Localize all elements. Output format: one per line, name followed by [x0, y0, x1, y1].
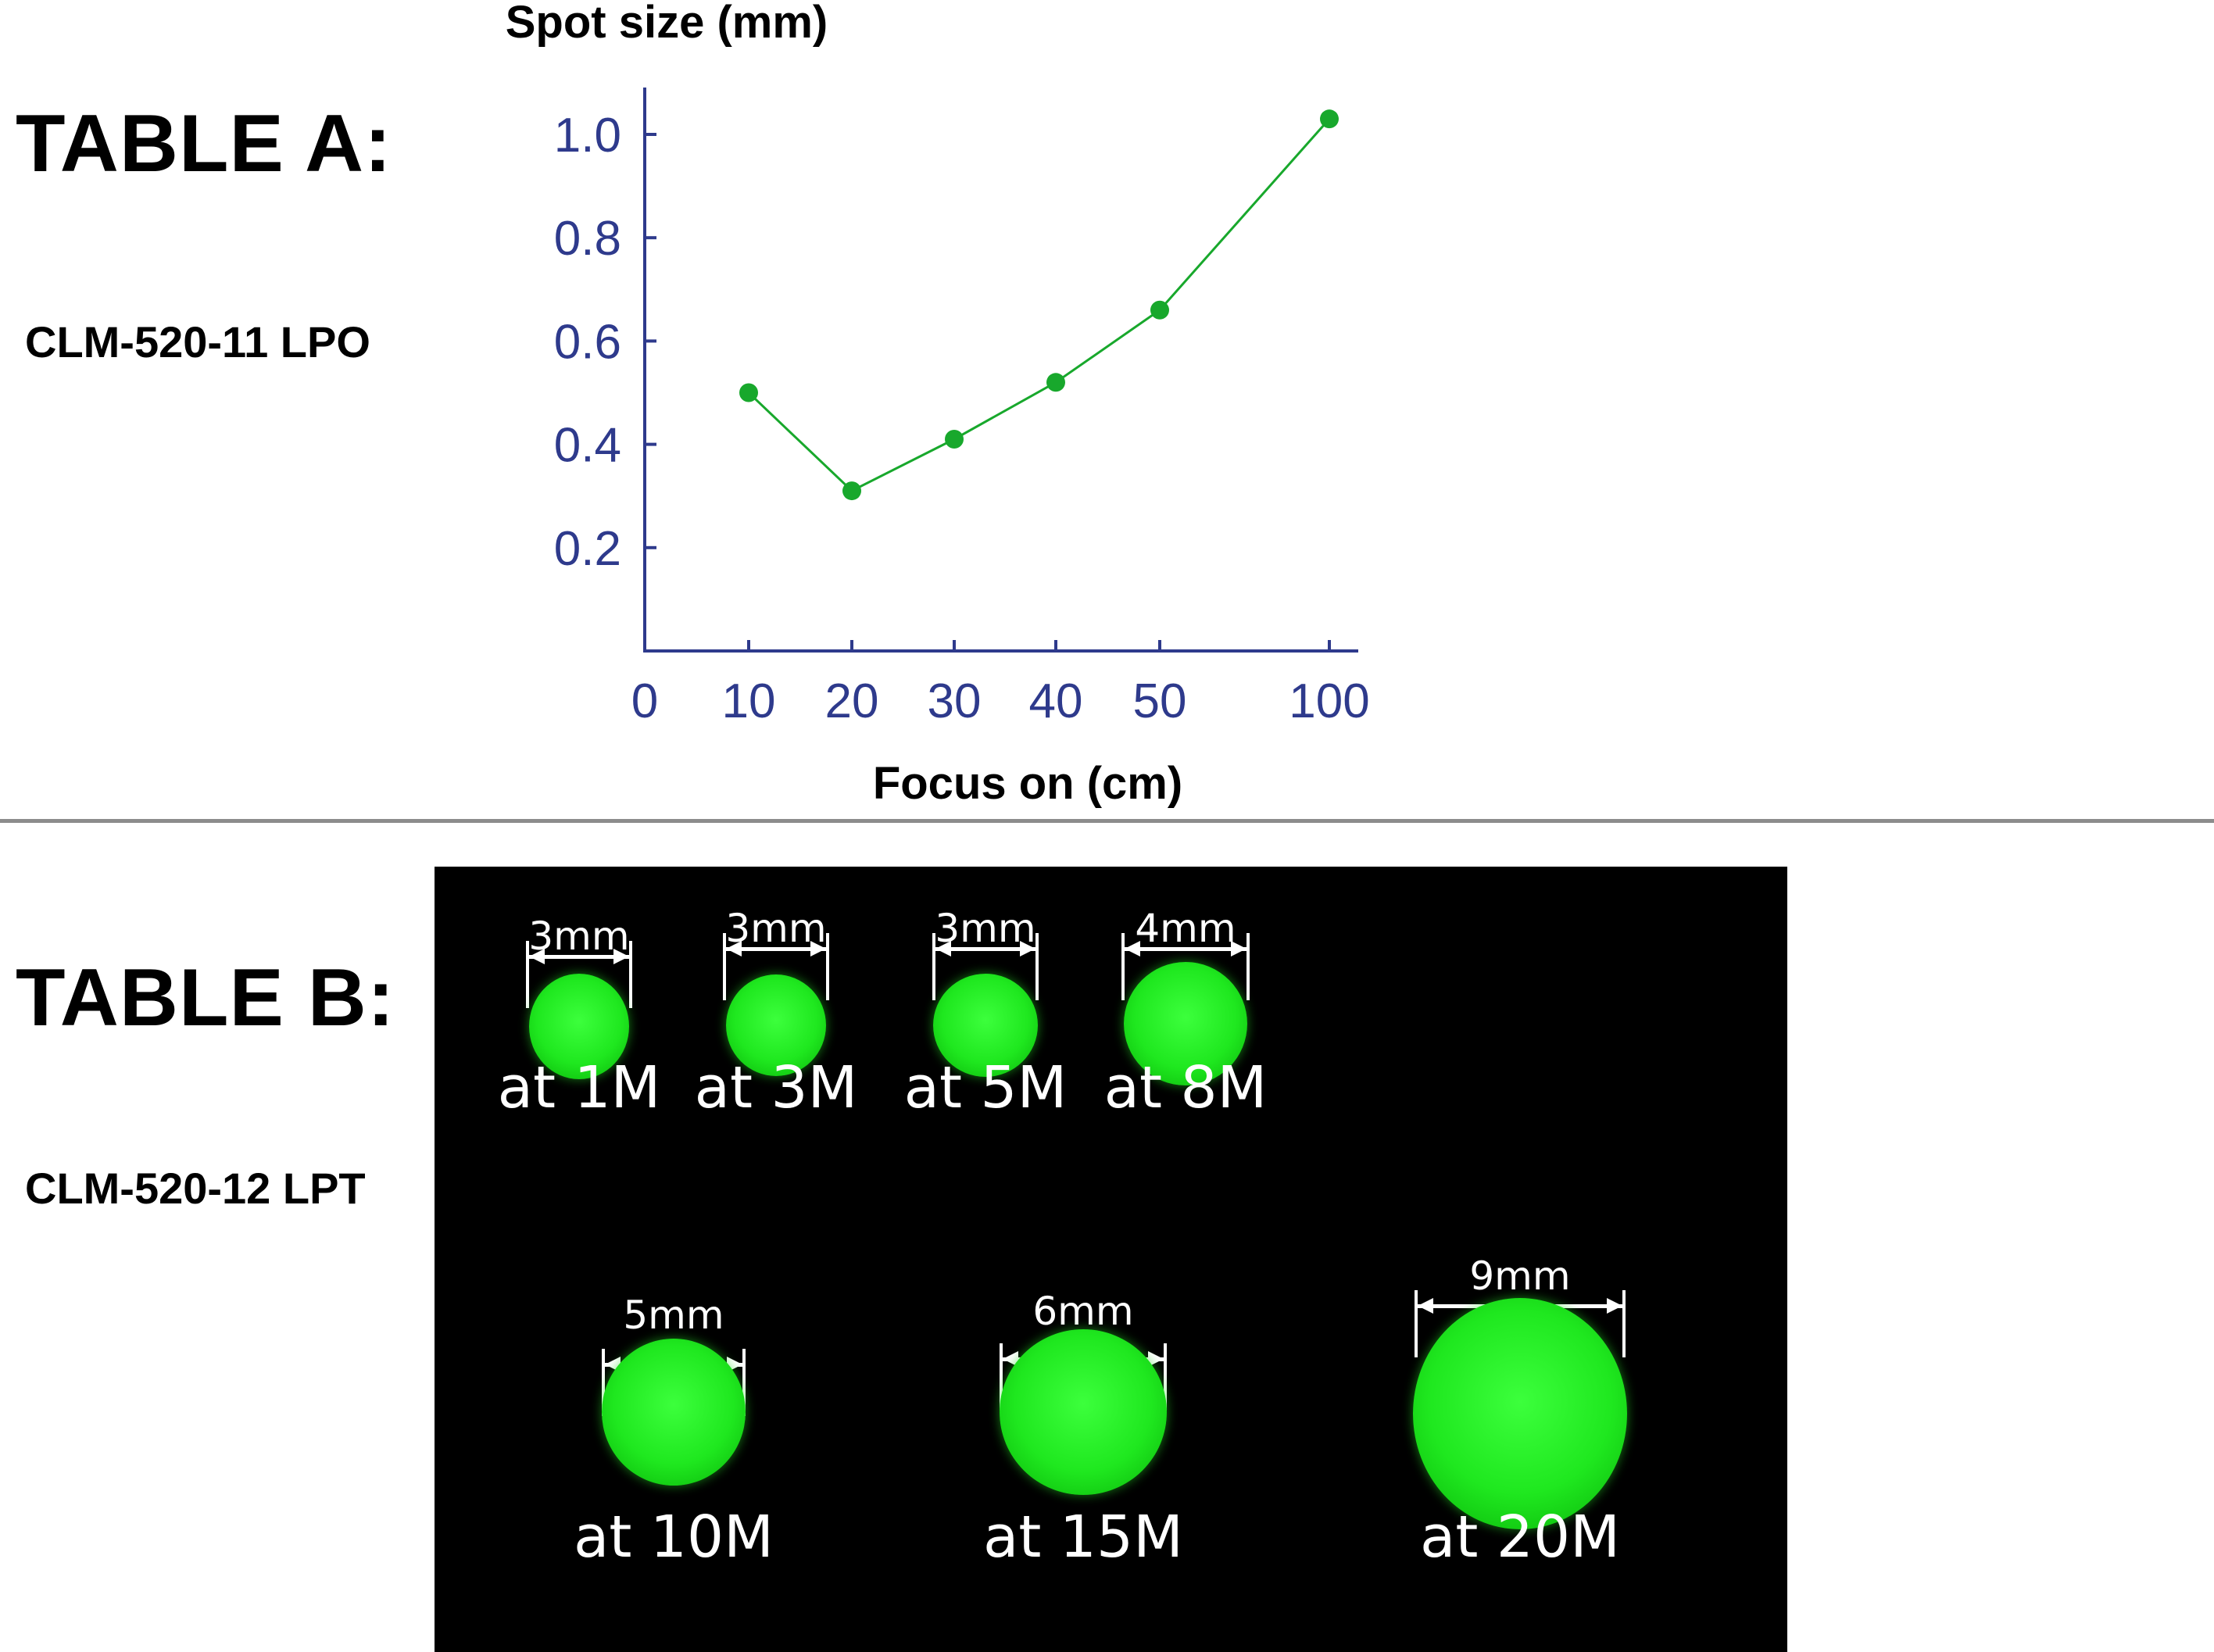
- y-tick-label: 0.4: [554, 419, 621, 473]
- laser-spot: [602, 1339, 746, 1486]
- dimension-tick: [826, 933, 829, 1000]
- arrow-right-icon: [1148, 1351, 1164, 1367]
- laser-spot-panel: 3mm at 1M 3mm at 3M 3mm at 5M 4mm at 8M 5mm at 10…: [435, 867, 1787, 1652]
- table-b-heading: TABLE B:: [16, 953, 395, 1043]
- x-tick-label: 40: [1029, 674, 1083, 728]
- dimension-tick: [742, 1349, 746, 1416]
- spot-distance-label: at 10M: [574, 1504, 774, 1571]
- dimension-tick: [1121, 933, 1125, 1000]
- laser-spot: [529, 973, 629, 1079]
- y-tick-label: 1.0: [554, 109, 621, 163]
- dimension-tick: [526, 941, 529, 1008]
- spot-size-label: 3mm: [725, 906, 827, 951]
- spot-size-label: 6mm: [1032, 1289, 1134, 1334]
- x-tick-label: 10: [722, 674, 776, 728]
- arrow-left-icon: [1003, 1351, 1018, 1367]
- spot-size-label: 9mm: [1469, 1253, 1571, 1299]
- arrow-right-icon: [613, 949, 629, 964]
- x-tick-label: 20: [825, 674, 879, 728]
- spot-distance-label: at 3M: [694, 1054, 858, 1121]
- dimension-tick: [602, 1349, 605, 1416]
- laser-spot: [726, 974, 826, 1076]
- laser-spot: [1413, 1298, 1627, 1529]
- spot-distance-label: at 15M: [983, 1504, 1183, 1571]
- arrow-left-icon: [1418, 1298, 1433, 1314]
- arrow-left-icon: [726, 941, 742, 957]
- dimension-tick: [1622, 1290, 1626, 1357]
- dimension-line: [528, 955, 631, 959]
- arrow-left-icon: [935, 941, 951, 957]
- data-point: [945, 429, 964, 449]
- section-divider: [0, 819, 2214, 823]
- dimension-tick: [1415, 1290, 1418, 1357]
- y-tick-label: 0.2: [554, 522, 621, 576]
- spot-size-label: 3mm: [528, 914, 630, 959]
- dimension-tick: [1246, 933, 1250, 1000]
- spot-size-label: 4mm: [1135, 906, 1236, 951]
- x-tick-label: 100: [1289, 674, 1369, 728]
- data-point: [739, 383, 758, 402]
- y-tick-label: 0.6: [554, 315, 621, 369]
- data-point: [1046, 373, 1065, 392]
- dimension-line: [1123, 947, 1248, 951]
- dimension-tick: [1164, 1343, 1167, 1411]
- series-line: [747, 118, 1331, 492]
- spot-distance-label: at 5M: [903, 1054, 1068, 1121]
- x-tick-label: 50: [1133, 674, 1187, 728]
- x-axis-title: Focus on (cm): [873, 758, 1182, 809]
- table-b-model-label: CLM-520-12 LPT: [25, 1164, 366, 1213]
- x-tick-label: 0: [631, 674, 658, 728]
- arrow-right-icon: [1231, 941, 1246, 957]
- spot-distance-label: at 8M: [1103, 1054, 1268, 1121]
- data-point: [1320, 109, 1339, 129]
- spot-size-label: 5mm: [623, 1293, 724, 1338]
- arrow-left-icon: [1125, 941, 1140, 957]
- spot-distance-label: at 20M: [1420, 1504, 1620, 1571]
- data-point: [1150, 300, 1169, 320]
- spot-size-chart: Spot size (mm) Focus on (cm) 0.2 0.4 0.6 0.…: [506, 0, 1370, 809]
- arrow-right-icon: [810, 941, 826, 957]
- table-a-heading: TABLE A:: [16, 98, 392, 189]
- dimension-tick: [932, 933, 935, 1000]
- dimension-tick: [1035, 933, 1039, 1000]
- dimension-tick: [723, 933, 726, 1000]
- arrow-left-icon: [529, 949, 545, 964]
- arrow-right-icon: [1607, 1298, 1622, 1314]
- table-a-model-label: CLM-520-11 LPO: [25, 317, 370, 367]
- laser-spot: [1000, 1329, 1167, 1495]
- y-axis-title: Spot size (mm): [506, 0, 828, 48]
- dimension-tick: [1000, 1343, 1003, 1411]
- laser-spot: [933, 974, 1038, 1077]
- data-point: [842, 481, 861, 501]
- laser-spot: [1124, 962, 1247, 1085]
- y-tick-label: 0.8: [554, 212, 621, 266]
- dimension-tick: [629, 941, 632, 1008]
- arrow-right-icon: [1020, 941, 1035, 957]
- spot-distance-label: at 1M: [497, 1054, 661, 1121]
- dimension-line: [934, 947, 1037, 951]
- spot-size-label: 3mm: [935, 906, 1036, 951]
- dimension-line: [724, 947, 828, 951]
- x-tick-label: 30: [928, 674, 982, 728]
